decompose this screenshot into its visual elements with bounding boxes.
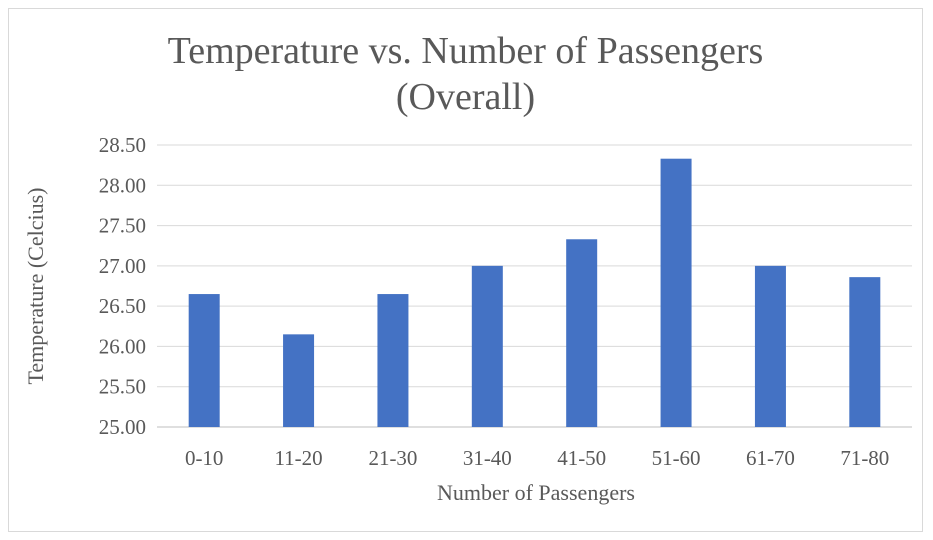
bar-0-10 <box>188 294 220 427</box>
y-tick-label: 25.00 <box>99 415 146 439</box>
y-tick-label: 25.50 <box>99 375 146 399</box>
y-tick-label: 28.50 <box>99 133 146 157</box>
y-tick-label: 28.00 <box>99 173 146 197</box>
y-axis-ticks: 25.00 25.50 26.00 26.50 27.00 27.50 28.00 28.50 <box>99 133 146 439</box>
chart-title: Temperature vs. Number of Passengers <box>167 30 764 72</box>
x-axis-ticks: 0-10 11-20 21-30 31-40 41-50 51-60 61-70 71-80 <box>185 446 889 470</box>
x-tick-label: 41-50 <box>557 446 606 470</box>
y-tick-label: 26.50 <box>99 294 146 318</box>
x-axis-title: Number of Passengers <box>437 480 635 505</box>
y-tick-label: 26.00 <box>99 334 146 358</box>
chart-subtitle: (Overall) <box>395 76 536 118</box>
bar-11-20 <box>283 334 315 427</box>
x-tick-label: 61-70 <box>746 446 795 470</box>
x-tick-label: 11-20 <box>274 446 322 470</box>
y-tick-label: 27.50 <box>99 214 146 238</box>
bar-21-30 <box>377 294 409 427</box>
bar-31-40 <box>471 265 503 427</box>
bar-71-80 <box>849 277 881 427</box>
x-tick-label: 71-80 <box>840 446 889 470</box>
bar-series <box>188 158 881 427</box>
y-tick-label: 27.00 <box>99 254 146 278</box>
x-tick-label: 0-10 <box>185 446 224 470</box>
bar-51-60 <box>660 158 692 427</box>
x-tick-label: 51-60 <box>652 446 701 470</box>
gridlines <box>157 144 912 428</box>
bar-41-50 <box>566 239 598 427</box>
y-axis-title: Temperature (Celcius) <box>23 188 48 385</box>
x-tick-label: 21-30 <box>368 446 417 470</box>
x-tick-label: 31-40 <box>463 446 512 470</box>
bar-61-70 <box>754 265 786 427</box>
